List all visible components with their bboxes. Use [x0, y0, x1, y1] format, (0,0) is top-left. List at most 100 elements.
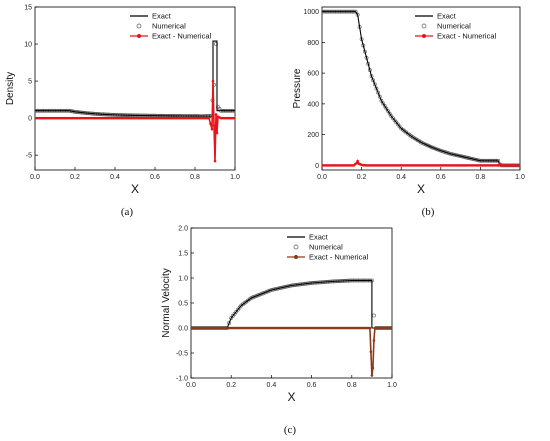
x-tick-label: 0.4: [267, 382, 277, 389]
x-tick-label: 1.0: [230, 174, 240, 181]
numerical-point: [266, 289, 270, 294]
difference-point: [370, 374, 374, 377]
y-tick-label: 15: [24, 5, 32, 12]
legend-marker: [136, 23, 142, 29]
numerical-point: [437, 148, 442, 153]
x-tick-label: 0.8: [347, 382, 357, 389]
numerical-point: [377, 94, 382, 99]
numerical-point: [257, 292, 262, 297]
numerical-point: [376, 90, 381, 95]
subfigure-caption: (a): [121, 206, 134, 218]
numerical-point: [227, 321, 232, 325]
x-axis-label: X: [417, 182, 425, 196]
y-axis-label: Density: [5, 72, 16, 105]
x-tick-label: 0.0: [186, 382, 196, 389]
y-tick-label: 5: [28, 79, 32, 86]
numerical-point: [430, 145, 435, 150]
difference-point: [212, 124, 216, 127]
numerical-point: [259, 292, 264, 296]
difference-point: [207, 116, 211, 120]
subfigure-caption: (c): [284, 424, 297, 436]
legend-label: Exact - Numerical: [152, 32, 212, 41]
numerical-point: [382, 104, 387, 108]
plot-frame: [190, 227, 393, 379]
x-tick-label: 0.2: [70, 174, 80, 181]
y-tick-label: 200: [307, 132, 319, 139]
x-tick-label: 0.4: [110, 174, 120, 181]
legend-marker: [422, 34, 426, 38]
legend-label: Exact: [437, 12, 457, 21]
difference-point: [372, 339, 376, 342]
difference-point: [214, 113, 218, 116]
y-tick-label: 800: [307, 40, 319, 47]
y-tick-label: 10: [24, 42, 32, 49]
y-tick-label: 0.0: [178, 326, 188, 333]
legend-entry: Exact: [130, 12, 172, 21]
y-tick-label: 1.5: [178, 251, 188, 258]
numerical-point: [264, 290, 269, 294]
difference-point: [390, 326, 392, 330]
plot-frame: [34, 6, 236, 171]
legend-label: Numerical: [152, 22, 186, 31]
numerical-point: [386, 109, 390, 113]
legend-label: Numerical: [437, 22, 471, 31]
series-line: [35, 40, 235, 117]
numerical-point: [379, 98, 384, 103]
chart-b: 0.0 0.2 0.4 0.6 0.8 1.0 0 200 400 600 800 1000 X Pres…: [292, 6, 525, 218]
difference-point: [368, 326, 372, 330]
legend-label: Exact: [152, 12, 172, 21]
plot-area: [322, 9, 520, 168]
numerical-point: [432, 146, 437, 151]
y-tick-label: 0.5: [178, 301, 188, 308]
difference-point: [518, 164, 520, 167]
legend-marker: [137, 34, 141, 38]
x-axis-label: X: [287, 390, 295, 404]
subfigure-caption: (b): [422, 206, 435, 218]
series-line: [191, 327, 392, 376]
legend-entry: Exact - Numerical: [130, 32, 212, 41]
numerical-point: [374, 86, 379, 91]
numerical-point: [256, 293, 260, 298]
numerical-point: [252, 294, 257, 299]
legend-label: Exact - Numerical: [437, 32, 497, 41]
x-tick-label: 0.8: [190, 174, 200, 181]
difference-point: [355, 161, 358, 165]
legend-entry: Exact: [287, 233, 329, 242]
x-tick-label: 0.6: [150, 174, 160, 181]
y-axis-label: Normal Velocity: [161, 268, 172, 337]
y-tick-label: 0: [315, 163, 319, 170]
plot-area: [191, 278, 392, 377]
y-tick-label: 600: [307, 71, 319, 78]
chart-a: 0.0 0.2 0.4 0.6 0.8 1.0 -5 0 5 10 15 X Density (a) Exa…: [5, 5, 240, 219]
numerical-point: [254, 294, 259, 298]
x-tick-label: 0.0: [317, 174, 327, 181]
x-tick-label: 0.8: [476, 174, 486, 181]
difference-point: [213, 159, 217, 163]
y-tick-label: 2.0: [178, 226, 188, 233]
y-tick-label: -5: [26, 153, 32, 160]
difference-point: [215, 131, 219, 135]
x-tick-label: 1.0: [515, 174, 525, 181]
chart-c: 0.0 0.2 0.4 0.6 0.8 1.0 -1.0 -0.5 0.0 0.5 1.0 1.5 2.…: [161, 226, 397, 437]
y-tick-label: 400: [307, 101, 319, 108]
numerical-point: [371, 78, 376, 83]
y-tick-label: 0: [28, 116, 32, 123]
numerical-point: [384, 106, 389, 111]
x-axis-label: X: [131, 182, 139, 196]
difference-point: [369, 350, 373, 354]
legend-marker: [294, 255, 298, 259]
numerical-point: [251, 295, 255, 300]
legend-entry: Exact: [415, 12, 457, 21]
numerical-point: [262, 290, 267, 295]
legend-entry: Numerical: [136, 22, 186, 31]
numerical-point: [428, 145, 433, 149]
y-tick-label: 1000: [303, 9, 319, 16]
legend-label: Exact - Numerical: [309, 253, 369, 262]
x-tick-label: 0.2: [226, 382, 236, 389]
x-tick-label: 1.0: [387, 382, 397, 389]
difference-point: [233, 116, 235, 120]
